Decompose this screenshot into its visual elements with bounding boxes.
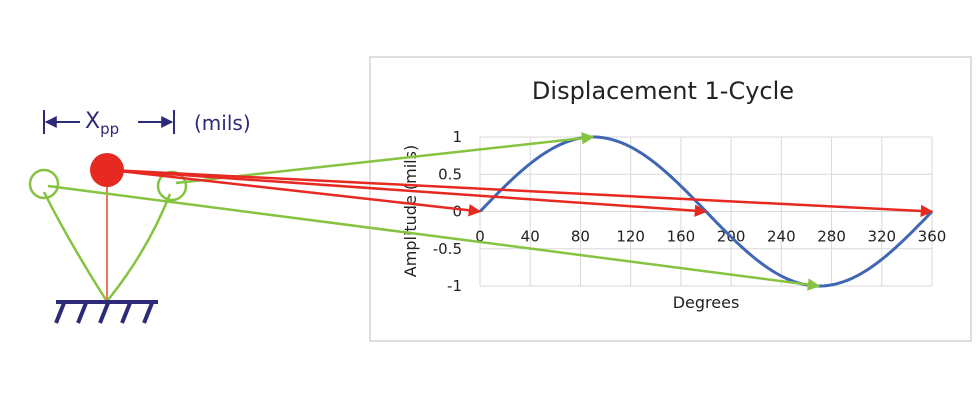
xpp-subscript: pp [100,120,119,138]
xpp-annotation: Xpp (mils) [43,109,251,138]
x-tick-label: 240 [767,228,796,246]
units-label: (mils) [194,111,251,135]
y-tick-labels: 1 0.5 0 -0.5 -1 [433,128,462,295]
mass-ball-icon [90,153,124,187]
y-tick-label: 1 [452,128,462,146]
green-arrow-peak [175,132,595,185]
x-tick-label: 320 [867,228,896,246]
vibration-element [28,153,188,324]
x-tick-label: 40 [521,228,540,246]
red-arrow-zero [109,168,482,217]
y-tick-label: -0.5 [433,240,462,258]
green-arrow-trough [47,184,821,291]
x-tick-label: 160 [667,228,696,246]
xpp-main: X [85,109,100,134]
x-tick-label: 120 [616,228,645,246]
red-arrow-full-cycle [109,168,934,218]
y-axis-label: Amplitude (mils) [401,145,420,277]
x-tick-label: 0 [475,228,485,246]
y-tick-label: -1 [447,277,462,295]
chart-title: Displacement 1-Cycle [532,77,794,105]
x-tick-labels: 0 40 80 120 160 200 240 280 320 360 [475,228,946,246]
x-tick-label: 280 [817,228,846,246]
x-tick-label: 80 [571,228,590,246]
y-tick-label: 0 [452,203,462,221]
ground-hatch-icon [54,300,158,324]
right-spring [107,193,172,301]
left-spring [42,191,108,301]
xpp-label: Xpp [85,109,119,138]
y-tick-label: 0.5 [438,165,462,183]
x-tick-label: 360 [918,228,947,246]
red-arrow-half-cycle [109,168,708,217]
x-axis-label: Degrees [673,293,740,312]
mapping-arrows [47,132,934,291]
left-extreme-position-icon [28,168,60,200]
